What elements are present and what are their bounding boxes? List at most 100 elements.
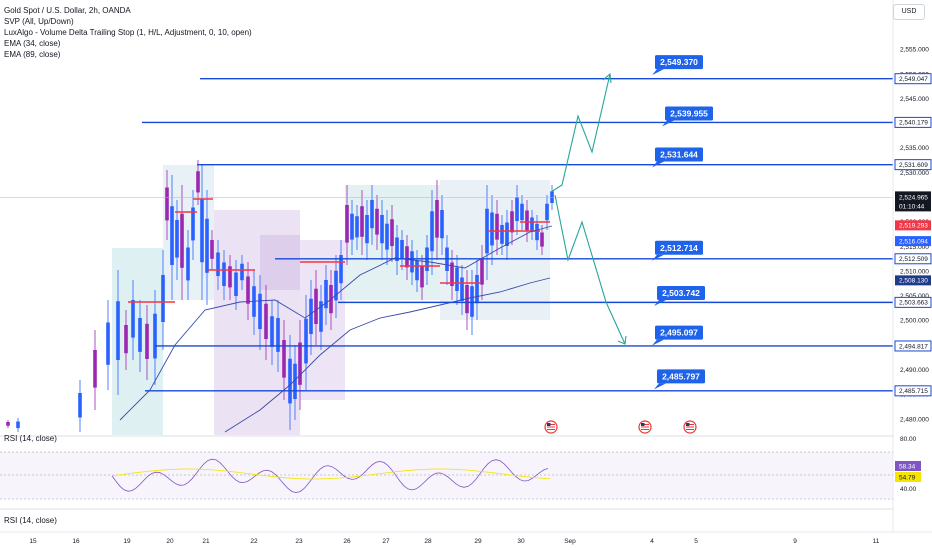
horizontal-levels[interactable] (0, 77, 893, 392)
level-price-tag[interactable] (894, 159, 932, 171)
us-economic-event-icon[interactable] (683, 420, 697, 434)
candle-body (485, 208, 489, 254)
candle-body (420, 266, 424, 288)
us-economic-event-icon[interactable] (638, 420, 652, 434)
candle-body (186, 247, 190, 281)
candle-body (395, 237, 399, 261)
time-axis-tick: 4 (650, 538, 654, 545)
level-price-tag[interactable] (894, 116, 932, 128)
svp-indicator-label[interactable]: SVP (All, Up/Down) (4, 17, 74, 26)
candle-body (350, 213, 354, 240)
bearish-projection-path[interactable] (554, 194, 626, 345)
candle-body (460, 277, 464, 301)
candle-body (258, 293, 262, 329)
candle-body (380, 215, 384, 244)
ema34-indicator-label[interactable]: EMA (34, close) (4, 39, 61, 48)
price-axis[interactable]: 2,555.0002,550.0002,545.0002,540.0002,53… (892, 0, 932, 532)
bullish-projection-path[interactable] (550, 73, 611, 193)
candle-body (480, 258, 484, 285)
current-price-tag[interactable] (895, 191, 931, 212)
time-axis-tick: 16 (72, 538, 80, 545)
candle-body (405, 246, 409, 268)
indicator-value-tag[interactable] (895, 275, 931, 286)
currency-button[interactable]: USD (893, 4, 925, 20)
rsi-value-tag[interactable] (895, 461, 921, 471)
price-callout-pointer (654, 299, 666, 306)
price-axis-tick: 2,510.000 (900, 268, 929, 275)
price-callout[interactable]: 2,495.097 (652, 325, 703, 346)
price-callout-box (657, 369, 705, 384)
candle-body (319, 301, 323, 332)
price-callout-pointer (652, 161, 664, 168)
price-callout[interactable]: 2,485.797 (654, 369, 705, 390)
candle-body (520, 203, 524, 221)
chart-legend: Gold Spot / U.S. Dollar, 2h, OANDA SVP (… (4, 5, 252, 60)
time-axis-tick: 20 (166, 538, 174, 545)
candle-body (116, 301, 120, 360)
rsi-line (111, 458, 549, 494)
price-callout-pointer (652, 69, 664, 76)
level-price-tag[interactable] (894, 340, 932, 352)
candlestick-series (6, 160, 554, 432)
price-axis-tick: 2,535.000 (900, 145, 929, 152)
time-axis-tick: 22 (250, 538, 258, 545)
time-axis-tick: 9 (793, 538, 797, 545)
candle-body (365, 215, 369, 244)
rsi-value-tag[interactable] (895, 472, 921, 482)
level-price-tag[interactable] (894, 253, 932, 265)
price-callout-label: 2,539.955 (670, 109, 708, 119)
candle-body (138, 318, 142, 352)
price-axis-tick: 2,500.000 (900, 318, 929, 325)
time-axis[interactable]: 15 16 19 20 21 22 23 26 27 28 29 30 Sep 4 5 9 11 (0, 531, 932, 545)
ema-89-line (224, 277, 551, 433)
symbol-title[interactable]: Gold Spot / U.S. Dollar, 2h, OANDA (4, 6, 131, 15)
level-price-tag[interactable] (894, 385, 932, 397)
price-callout[interactable]: 2,503.742 (654, 285, 705, 306)
price-axis-tick: 2,555.000 (900, 47, 929, 54)
projection-arrows[interactable] (550, 72, 627, 345)
time-axis-tick: 23 (295, 538, 303, 545)
level-price-tag-label: 2,549.047 (899, 76, 928, 83)
candle-body (535, 223, 539, 241)
indicator-value-tag[interactable] (895, 220, 931, 231)
rsi-pane-label[interactable]: RSI (14, close) (4, 434, 57, 443)
time-axis-tick: 19 (123, 538, 131, 545)
indicator-value-label: 2,519.293 (899, 223, 928, 230)
candle-body (161, 275, 165, 322)
time-axis-tick: 5 (694, 538, 698, 545)
candle-body (234, 272, 238, 296)
candle-body (175, 220, 179, 258)
time-axis-tick: 27 (382, 538, 390, 545)
ema89-indicator-label[interactable]: EMA (89, close) (4, 50, 61, 59)
price-axis-tick: 2,505.000 (900, 293, 929, 300)
current-price-value: 2,524.965 (899, 194, 928, 201)
candle-body (314, 288, 318, 324)
candle-body (375, 208, 379, 235)
candle-body (153, 313, 157, 359)
rsi-pane-label-2[interactable]: RSI (14, close) (4, 516, 57, 525)
price-callout[interactable]: 2,531.644 (652, 147, 703, 168)
event-markers[interactable] (544, 420, 697, 434)
us-economic-event-icon[interactable] (544, 420, 558, 434)
bar-countdown: 01:10:44 (899, 203, 925, 210)
level-price-tag[interactable] (894, 73, 932, 85)
candle-body (515, 197, 519, 221)
level-price-tag[interactable] (894, 296, 932, 308)
price-callout[interactable]: 2,549.370 (652, 55, 703, 76)
price-callout-pointer (652, 339, 664, 346)
indicator-value-tag[interactable] (895, 236, 931, 247)
price-callout-box (657, 285, 705, 300)
price-callout[interactable]: 2,512.714 (652, 240, 703, 261)
level-price-tag-label: 2,494.817 (899, 343, 928, 350)
candle-body (385, 223, 389, 250)
rsi-axis-tick: 80.00 (900, 436, 917, 443)
price-callout[interactable]: 2,539.955 (662, 106, 713, 127)
candle-body (455, 267, 459, 291)
candle-body (6, 422, 10, 426)
price-callouts[interactable]: 2,549.370 2,539.955 2,531.644 2,512.714 2,50… (652, 55, 713, 390)
candle-body (440, 210, 444, 239)
candle-body (490, 212, 494, 246)
candle-body (246, 276, 250, 304)
luxalgo-indicator-label[interactable]: LuxAlgo - Volume Delta Trailing Stop (1,… (4, 28, 252, 37)
